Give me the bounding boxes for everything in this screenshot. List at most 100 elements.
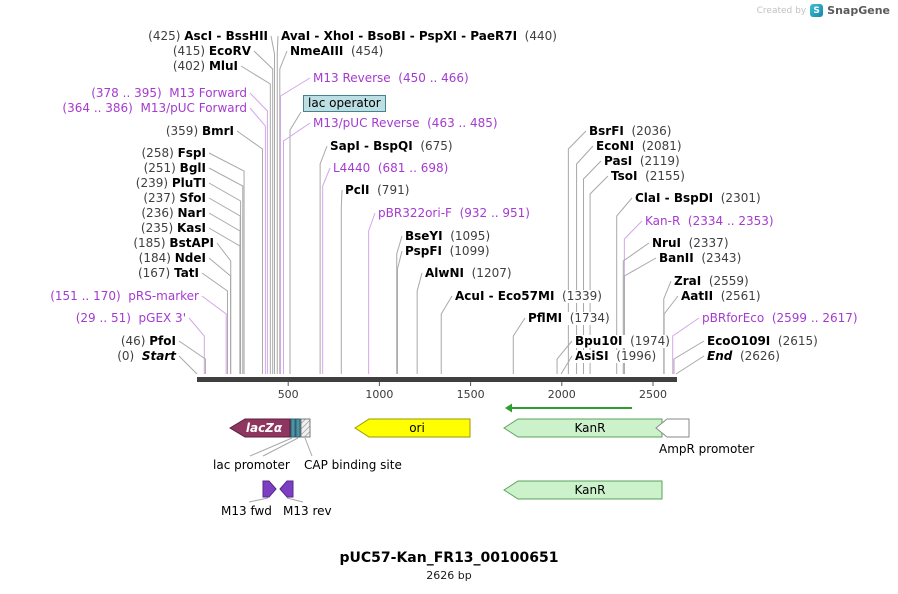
site-nmeaiii-label[interactable]: NmeAIII (454) xyxy=(290,44,384,58)
label-segment: L4440 (681 .. 698) xyxy=(333,161,449,175)
marker-start-label[interactable]: (0) Start xyxy=(117,350,176,363)
site-pspfi-label[interactable]: PspFI (1099) xyxy=(405,245,490,258)
label-segment: (1996) xyxy=(608,349,657,363)
site-pfoi-label[interactable]: (46) PfoI xyxy=(120,335,176,348)
label-segment: (258) xyxy=(141,146,178,160)
site-asci-bsshii-label[interactable]: (425) AscI - BssHII xyxy=(148,30,268,43)
site-ecoo109i-label[interactable]: EcoO109I (2615) xyxy=(707,335,818,348)
lacza-arrow[interactable] xyxy=(229,418,291,438)
primer-kan-r-label[interactable]: Kan-R (2334 .. 2353) xyxy=(645,215,774,228)
primer-pgex-3-leader-line xyxy=(188,317,205,374)
site-sapi-bspqi-label[interactable]: SapI - BspQI (675) xyxy=(330,140,453,153)
site-pasi-label[interactable]: PasI (2119) xyxy=(604,155,680,168)
site-nrui-label[interactable]: NruI (2337) xyxy=(652,237,729,250)
callout-line-2 xyxy=(304,437,313,457)
site-kasi-label[interactable]: (235) KasI xyxy=(140,222,206,235)
label-segment: MluI xyxy=(208,59,238,73)
label-segment: AlwNI xyxy=(425,266,464,280)
label-segment: (1207) xyxy=(464,266,512,280)
site-nari-label[interactable]: (236) NarI xyxy=(141,207,206,220)
label-segment: AvaI - XhoI - BsoBI - PspXI - PaeR7I xyxy=(281,29,518,43)
label-segment: ZraI xyxy=(674,274,702,288)
label-segment: BsrFI xyxy=(589,124,624,138)
site-sfoi-label[interactable]: (237) SfoI xyxy=(143,192,206,205)
label-segment: (184) xyxy=(138,251,175,265)
label-segment: Bpu10I xyxy=(575,334,623,348)
label-segment: (2036) xyxy=(623,124,672,138)
site-bmri-leader-line xyxy=(236,130,263,374)
kanr-arrow-2[interactable] xyxy=(503,480,663,500)
site-econi-leader-line xyxy=(576,145,594,374)
label-segment: BanII xyxy=(659,251,694,265)
site-pluti-label[interactable]: (239) PluTI xyxy=(135,177,206,190)
site-ecoo109i-leader-line xyxy=(673,340,705,374)
site-ndei-label[interactable]: (184) NdeI xyxy=(138,251,206,265)
label-segment: (237) xyxy=(143,191,180,205)
site-aatii-leader-line xyxy=(663,295,679,374)
label-segment: (359) xyxy=(165,124,202,138)
ampr-promoter-arrow[interactable] xyxy=(655,418,690,438)
m13-rev-glyph[interactable] xyxy=(279,480,294,498)
site-aatii-label[interactable]: AatII (2561) xyxy=(681,290,761,303)
label-segment: SapI - BspQI xyxy=(330,139,413,153)
site-acui-eco57mi-label[interactable]: AcuI - Eco57MI (1339) xyxy=(455,290,602,303)
lac-promoter-glyph-2[interactable] xyxy=(295,418,301,438)
primer-l4440-label[interactable]: L4440 (681 .. 698) xyxy=(333,161,449,175)
primer-pbr322ori-f-label[interactable]: pBR322ori-F (932 .. 951) xyxy=(378,207,530,220)
site-alwni-leader-line xyxy=(416,272,423,374)
site-sapi-bspqi-leader-line xyxy=(319,145,328,374)
label-segment: EcoNI xyxy=(596,139,635,153)
site-econi-label[interactable]: EcoNI (2081) xyxy=(596,140,682,153)
label-segment: SfoI xyxy=(179,191,206,205)
label-segment: (791) xyxy=(369,183,410,197)
site-tati-label[interactable]: (167) TatI xyxy=(137,267,199,280)
site-asisi-label[interactable]: AsiSI (1996) xyxy=(575,349,657,363)
site-pcli-label[interactable]: PclI (791) xyxy=(345,183,410,197)
site-bpu10i-label[interactable]: Bpu10I (1974) xyxy=(575,335,670,348)
primer-pbrforeco-label[interactable]: pBRforEco (2599 .. 2617) xyxy=(702,312,858,325)
primer-m13-puc-reverse-label[interactable]: M13/pUC Reverse (463 .. 485) xyxy=(313,117,498,130)
m13-fwd-glyph[interactable] xyxy=(262,480,277,498)
site-fspi-label[interactable]: (258) FspI xyxy=(141,146,206,160)
site-zrai-label[interactable]: ZraI (2559) xyxy=(674,275,749,288)
marker-end-label[interactable]: End (2626) xyxy=(707,350,780,363)
site-clai-bspdi-leader-line xyxy=(616,197,633,374)
site-mlui-leader-line xyxy=(240,65,271,374)
label-segment: AcuI - Eco57MI xyxy=(455,289,555,303)
primer-prs-marker-label[interactable]: (151 .. 170) pRS-marker xyxy=(50,290,199,303)
site-bmri-label[interactable]: (359) BmrI xyxy=(165,124,234,138)
site-bgli-label[interactable]: (251) BglI xyxy=(143,161,206,175)
label-segment: (2337) xyxy=(680,236,729,250)
site-banii-label[interactable]: BanII (2343) xyxy=(659,251,742,265)
label-segment: (425) xyxy=(148,29,185,43)
site-bseyi-label[interactable]: BseYI (1095) xyxy=(405,230,491,243)
site-pflmi-label[interactable]: PflMI (1734) xyxy=(528,312,610,325)
label-segment: (454) xyxy=(343,44,384,58)
cap-binding-site-glyph[interactable] xyxy=(300,418,311,438)
primer-m13-forward-label[interactable]: (378 .. 395) M13 Forward xyxy=(91,87,247,100)
primer-pgex-3-label[interactable]: (29 .. 51) pGEX 3' xyxy=(75,312,186,325)
site-alwni-label[interactable]: AlwNI (1207) xyxy=(425,267,512,280)
kanr-arrow-1[interactable] xyxy=(503,418,663,438)
label-segment: (675) xyxy=(412,139,453,153)
site-clai-bspdi-label[interactable]: ClaI - BspDI (2301) xyxy=(635,192,761,205)
site-bstapi-label[interactable]: (185) BstAPI xyxy=(133,237,214,250)
label-segment: (415) xyxy=(172,44,209,58)
feature-lac-operator-label[interactable]: lac operator xyxy=(303,95,386,112)
site-tsoi-label[interactable]: TsoI (2155) xyxy=(611,170,685,183)
site-tati-leader-line xyxy=(201,272,228,374)
lac-promoter-glyph-1[interactable] xyxy=(290,418,296,438)
ori-arrow[interactable] xyxy=(354,418,471,438)
site-bsrfi-label[interactable]: BsrFI (2036) xyxy=(589,124,672,138)
site-mlui-label[interactable]: (402) MluI xyxy=(172,59,238,73)
label-segment: (251) xyxy=(143,161,180,175)
primer-m13-puc-forward-label[interactable]: (364 .. 386) M13/pUC Forward xyxy=(62,102,247,115)
ruler-tick-label-2000: 2000 xyxy=(548,388,576,401)
site-acui-eco57mi-leader-line xyxy=(440,295,453,374)
marker-start-leader-line xyxy=(178,355,198,375)
site-avai-xhoi-bsobi-pspxi-paer7i-label[interactable]: AvaI - XhoI - BsoBI - PspXI - PaeR7I (44… xyxy=(281,30,557,43)
site-ecorv-label[interactable]: (415) EcoRV xyxy=(172,44,251,58)
watermark: Created by S SnapGene xyxy=(757,4,890,17)
primer-m13-reverse-label[interactable]: M13 Reverse (450 .. 466) xyxy=(313,72,469,85)
